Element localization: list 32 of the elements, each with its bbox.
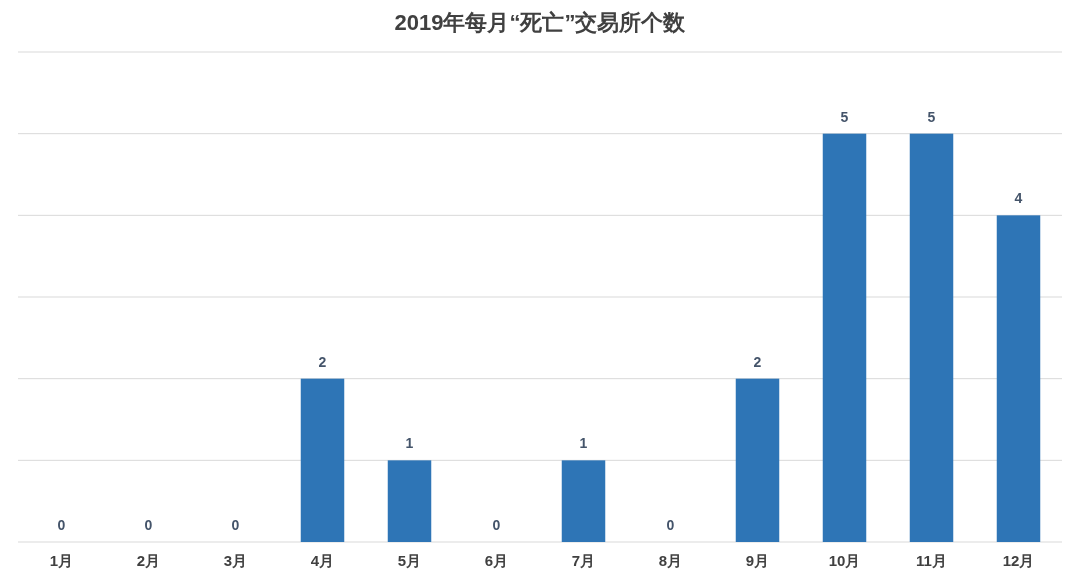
data-label: 4 xyxy=(1014,190,1023,207)
bar xyxy=(996,215,1041,542)
data-label: 2 xyxy=(318,353,327,370)
x-tick-label: 3月 xyxy=(223,552,248,569)
x-tick-label: 9月 xyxy=(745,552,770,569)
bar xyxy=(909,133,954,542)
bar xyxy=(735,378,780,542)
data-label: 0 xyxy=(57,517,66,533)
bar xyxy=(822,133,867,542)
x-tick-label: 8月 xyxy=(658,552,683,569)
data-label: 1 xyxy=(405,435,414,452)
data-label: 2 xyxy=(753,353,762,370)
x-tick-label: 11月 xyxy=(916,552,947,569)
chart-title: 2019年每月“死亡”交易所个数 xyxy=(394,10,687,35)
data-label: 0 xyxy=(231,517,240,533)
data-label: 5 xyxy=(927,108,936,125)
x-tick-label: 6月 xyxy=(484,552,509,569)
data-label: 0 xyxy=(144,517,153,533)
data-label: 1 xyxy=(579,435,588,452)
bar xyxy=(300,378,345,542)
data-label: 5 xyxy=(840,108,849,125)
x-tick-label: 4月 xyxy=(310,552,335,569)
data-label: 0 xyxy=(492,517,501,533)
x-tick-label: 12月 xyxy=(1002,552,1035,569)
x-tick-label: 1月 xyxy=(49,552,74,569)
x-tick-label: 10月 xyxy=(828,552,861,569)
x-tick-label: 2月 xyxy=(136,552,161,569)
data-label: 0 xyxy=(666,517,675,533)
x-tick-label: 5月 xyxy=(397,552,422,569)
bar xyxy=(387,460,432,542)
bar xyxy=(561,460,606,542)
x-tick-label: 7月 xyxy=(571,552,596,569)
